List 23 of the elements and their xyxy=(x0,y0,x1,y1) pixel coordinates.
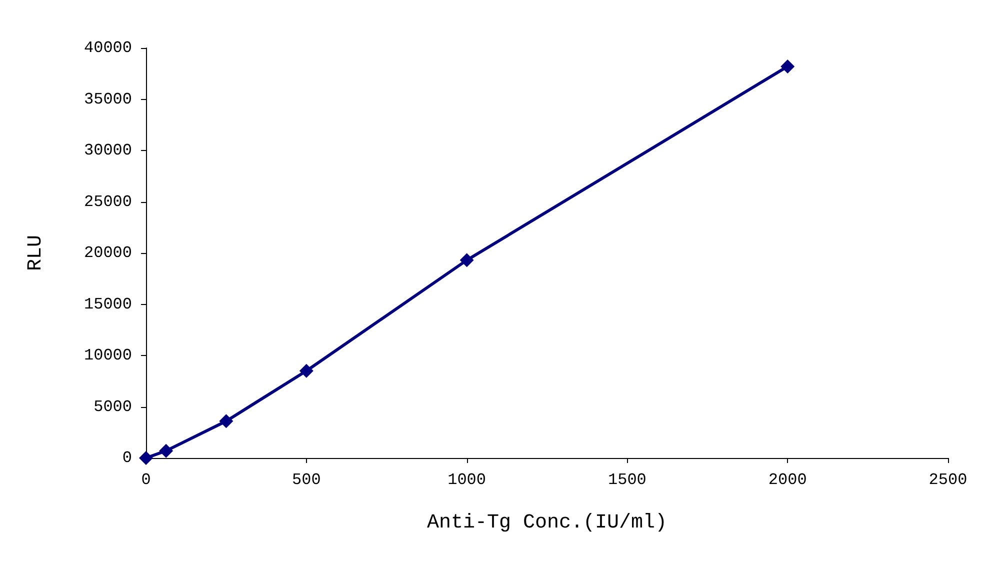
x-tick-label: 2500 xyxy=(928,471,968,489)
y-tick-label: 5000 xyxy=(94,398,132,416)
y-tick-label: 30000 xyxy=(84,142,132,160)
x-tick-label: 500 xyxy=(292,471,321,489)
point xyxy=(299,364,314,378)
x-axis-title: Anti-Tg Conc.(IU/ml) xyxy=(426,512,668,534)
y-axis-title: RLU xyxy=(24,234,48,272)
x-tick-label: 2000 xyxy=(768,471,807,489)
point xyxy=(460,253,474,268)
y-tick-label: 40000 xyxy=(84,39,132,57)
x-tick-label: 1500 xyxy=(608,471,646,489)
y-tick-label: 15000 xyxy=(84,295,132,314)
point xyxy=(139,451,153,465)
point xyxy=(159,444,174,458)
y-tick-label: 25000 xyxy=(84,192,132,211)
y-tick-label: 20000 xyxy=(84,244,132,262)
x-tick-label: 1000 xyxy=(448,471,486,489)
x-tick-label: 0 xyxy=(141,471,151,489)
y-tick-label: 35000 xyxy=(84,90,132,108)
y-tick-label: 10000 xyxy=(84,346,132,364)
point xyxy=(219,414,234,428)
point xyxy=(780,59,795,74)
y-tick-label: 0 xyxy=(122,449,132,467)
